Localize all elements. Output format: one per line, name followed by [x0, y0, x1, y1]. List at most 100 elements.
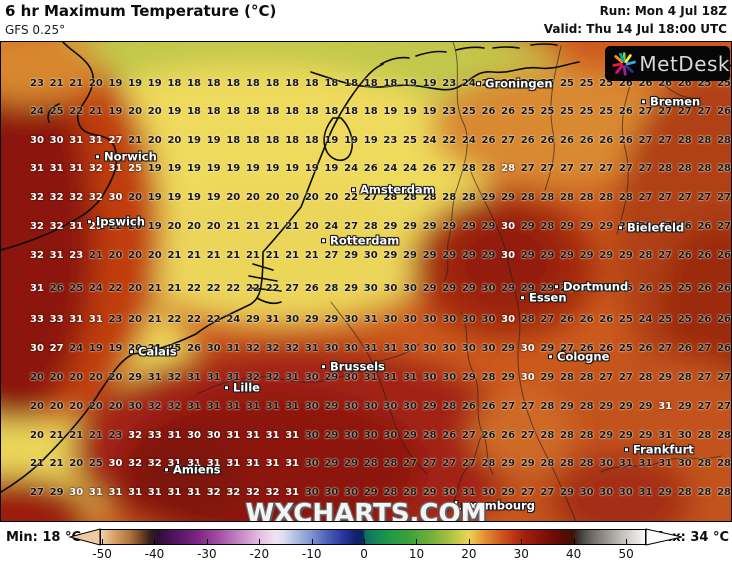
- temp-value: 30: [461, 314, 476, 325]
- temp-value: 26: [599, 343, 614, 354]
- temp-value: 22: [226, 283, 241, 294]
- temp-value: 31: [69, 314, 84, 325]
- temp-value: 26: [481, 401, 496, 412]
- temp-value: 29: [560, 221, 574, 232]
- temp-value: 30: [304, 487, 319, 498]
- temp-value: 29: [520, 458, 535, 469]
- temp-value: 30: [49, 135, 64, 146]
- city-dot-icon: [129, 349, 134, 355]
- temp-value: 21: [245, 250, 260, 261]
- temp-value: 25: [618, 343, 633, 354]
- temp-value: 28: [540, 430, 555, 441]
- temp-value: 25: [520, 78, 535, 89]
- temp-value: 21: [167, 250, 182, 261]
- temp-value: 31: [226, 458, 241, 469]
- temp-value: 29: [422, 401, 437, 412]
- temp-value: 26: [618, 135, 633, 146]
- temp-value: 26: [501, 430, 516, 441]
- temp-value: 25: [540, 78, 555, 89]
- temp-value: 29: [560, 401, 574, 412]
- temp-value: 30: [481, 343, 496, 354]
- temp-value: 20: [108, 250, 123, 261]
- temp-value: 23: [442, 106, 457, 117]
- colorbar-tick-label: 20: [461, 547, 477, 561]
- temp-value: 25: [520, 106, 535, 117]
- temp-value: 31: [658, 458, 673, 469]
- temp-value: 20: [128, 106, 143, 117]
- temp-value: 30: [304, 430, 319, 441]
- temp-value: 26: [579, 343, 594, 354]
- temp-value: 27: [618, 163, 633, 174]
- temp-value: 27: [697, 192, 712, 203]
- temp-value: 21: [304, 250, 319, 261]
- temp-value: 29: [579, 221, 594, 232]
- temp-value: 29: [383, 221, 398, 232]
- temp-value: 18: [265, 106, 280, 117]
- temp-value: 29: [618, 401, 633, 412]
- temp-value: 29: [461, 283, 476, 294]
- temp-value: 19: [147, 163, 162, 174]
- temp-value: 21: [88, 106, 103, 117]
- temp-value: 18: [265, 78, 280, 89]
- temp-value: 27: [501, 135, 516, 146]
- temp-value: 27: [599, 163, 614, 174]
- city-marker-lille: Lille: [224, 382, 260, 394]
- temp-value: 31: [30, 163, 44, 174]
- temp-value: 28: [501, 163, 516, 174]
- temp-value: 30: [520, 343, 535, 354]
- temp-value: 26: [481, 106, 496, 117]
- temp-value: 29: [618, 430, 633, 441]
- temp-value: 28: [520, 314, 535, 325]
- temp-value: 26: [717, 250, 732, 261]
- city-marker-brussels: Brussels: [321, 361, 385, 373]
- colorbar: [100, 529, 646, 545]
- temp-value: 30: [324, 487, 339, 498]
- colorbar-tick-label: 10: [408, 547, 425, 561]
- temp-value: 20: [187, 221, 201, 232]
- temp-value: 25: [403, 135, 417, 146]
- temp-value: 31: [147, 372, 162, 383]
- temp-value: 21: [265, 221, 280, 232]
- run-time-label: Run: Mon 4 Jul 18Z: [599, 4, 727, 18]
- temp-value: 29: [363, 487, 378, 498]
- temp-value: 29: [403, 250, 417, 261]
- temp-value: 18: [226, 135, 241, 146]
- temp-value: 32: [226, 487, 241, 498]
- temp-value: 29: [560, 487, 574, 498]
- temp-value: 28: [422, 192, 437, 203]
- temp-value: 20: [69, 458, 84, 469]
- temp-value: 29: [324, 458, 339, 469]
- temp-value: 30: [344, 401, 359, 412]
- temp-value: 26: [638, 283, 653, 294]
- temp-value: 27: [677, 192, 692, 203]
- valid-time-label: Valid: Thu 14 Jul 18:00 UTC: [543, 22, 727, 36]
- temp-value: 29: [128, 372, 143, 383]
- temp-value: 27: [501, 401, 516, 412]
- city-marker-cologne: Cologne: [548, 351, 609, 363]
- temp-value: 31: [147, 487, 162, 498]
- temp-value: 19: [147, 78, 162, 89]
- colorbar-tick-label: 50: [618, 547, 634, 561]
- temp-value: 21: [49, 78, 64, 89]
- temp-value: 20: [324, 192, 339, 203]
- temp-value: 25: [69, 283, 84, 294]
- temp-value: 18: [167, 78, 182, 89]
- temp-value: 21: [187, 250, 201, 261]
- colorbar-tick: [521, 539, 523, 544]
- temp-value: 27: [717, 372, 732, 383]
- temp-value: 28: [383, 458, 398, 469]
- temp-value: 32: [285, 343, 300, 354]
- colorbar-tick-label: -30: [197, 547, 217, 561]
- colorbar-tick: [206, 539, 208, 544]
- temp-value: 30: [285, 314, 300, 325]
- temp-value: 30: [618, 487, 633, 498]
- temp-value: 30: [599, 458, 614, 469]
- city-dot-icon: [351, 187, 356, 193]
- temp-value: 25: [560, 78, 574, 89]
- temp-value: 29: [501, 283, 516, 294]
- temp-value: 30: [363, 283, 378, 294]
- temp-value: 29: [540, 250, 555, 261]
- temp-value: 27: [599, 283, 614, 294]
- temp-value: 27: [658, 221, 673, 232]
- temp-value: 27: [658, 135, 673, 146]
